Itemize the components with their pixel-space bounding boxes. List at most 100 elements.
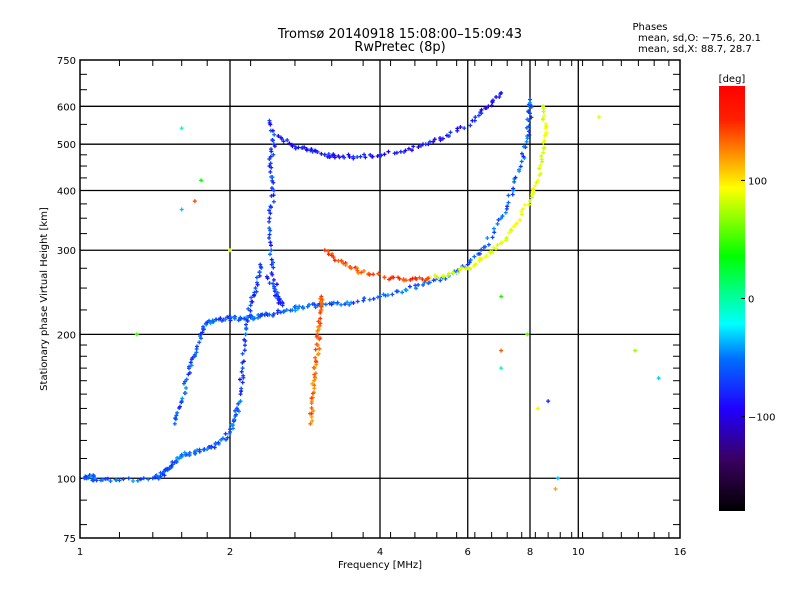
data-point bbox=[126, 476, 131, 481]
data-point bbox=[232, 417, 237, 422]
data-point bbox=[546, 399, 551, 404]
data-point bbox=[411, 144, 416, 149]
data-point bbox=[485, 236, 490, 241]
data-point bbox=[596, 114, 601, 119]
data-point bbox=[443, 276, 448, 281]
data-point bbox=[223, 317, 228, 322]
data-point bbox=[269, 257, 274, 262]
data-point bbox=[394, 150, 399, 155]
data-point bbox=[312, 378, 317, 383]
data-point bbox=[499, 366, 504, 371]
data-point bbox=[162, 473, 167, 478]
data-point bbox=[311, 408, 316, 413]
data-point bbox=[426, 142, 431, 147]
data-point bbox=[331, 152, 336, 157]
data-point bbox=[271, 180, 276, 185]
data-point bbox=[267, 281, 272, 286]
x-tick-label: 16 bbox=[674, 547, 687, 558]
data-point bbox=[232, 408, 237, 413]
data-point bbox=[309, 414, 314, 419]
data-point bbox=[270, 272, 275, 277]
data-point bbox=[150, 476, 155, 481]
data-point bbox=[242, 348, 247, 353]
data-point bbox=[499, 90, 504, 95]
data-point bbox=[525, 332, 530, 337]
data-point bbox=[311, 365, 316, 370]
data-point bbox=[246, 306, 251, 311]
data-point bbox=[268, 122, 273, 127]
data-point bbox=[323, 302, 328, 307]
data-point bbox=[138, 477, 143, 482]
data-point bbox=[315, 149, 320, 154]
data-point bbox=[484, 254, 489, 259]
data-point bbox=[279, 135, 284, 140]
data-point bbox=[187, 364, 192, 369]
data-point bbox=[347, 302, 352, 307]
data-point bbox=[175, 410, 180, 415]
data-point bbox=[339, 258, 344, 263]
data-point bbox=[386, 149, 391, 154]
data-point bbox=[300, 145, 305, 150]
data-point bbox=[228, 248, 232, 253]
y-tick-label: 75 bbox=[63, 534, 76, 545]
data-point bbox=[268, 243, 273, 248]
data-point bbox=[462, 126, 467, 131]
data-point bbox=[517, 218, 522, 223]
data-point bbox=[228, 315, 233, 320]
data-point bbox=[276, 134, 281, 139]
data-point bbox=[362, 296, 367, 301]
data-point bbox=[520, 207, 525, 212]
data-point bbox=[264, 274, 269, 279]
data-point bbox=[459, 265, 464, 270]
data-point bbox=[315, 343, 320, 348]
x-tick-label: 1 bbox=[77, 547, 83, 558]
data-point bbox=[539, 154, 544, 159]
data-point bbox=[497, 95, 502, 100]
plot-frame bbox=[79, 59, 681, 539]
data-point bbox=[553, 486, 558, 491]
data-point bbox=[527, 133, 532, 138]
data-point bbox=[146, 477, 151, 482]
data-point bbox=[245, 319, 250, 324]
data-point bbox=[93, 476, 98, 481]
data-point bbox=[343, 263, 348, 268]
data-point bbox=[306, 302, 311, 307]
data-point bbox=[531, 186, 536, 191]
data-point bbox=[268, 211, 273, 216]
data-point bbox=[94, 478, 99, 483]
data-point bbox=[533, 183, 538, 188]
data-point bbox=[495, 221, 500, 226]
data-point bbox=[267, 226, 272, 231]
data-point bbox=[158, 470, 163, 475]
data-point bbox=[486, 242, 491, 247]
data-point bbox=[406, 146, 411, 151]
data-point bbox=[292, 144, 297, 149]
data-point bbox=[267, 232, 272, 237]
data-point bbox=[510, 192, 515, 197]
x-tick-label: 6 bbox=[465, 547, 471, 558]
data-point bbox=[181, 381, 186, 386]
data-point bbox=[269, 262, 274, 267]
data-point bbox=[445, 273, 450, 278]
data-point bbox=[225, 435, 230, 440]
data-point bbox=[237, 377, 242, 382]
data-point bbox=[315, 352, 320, 357]
data-point bbox=[541, 146, 546, 151]
data-point bbox=[351, 300, 356, 305]
data-point bbox=[141, 476, 146, 481]
data-point bbox=[523, 202, 528, 207]
data-point bbox=[355, 268, 360, 273]
data-point bbox=[451, 271, 456, 276]
data-point bbox=[310, 391, 315, 396]
data-point bbox=[312, 386, 317, 391]
data-point bbox=[491, 245, 496, 250]
data-point bbox=[271, 311, 276, 316]
data-point bbox=[416, 145, 421, 150]
data-point bbox=[326, 249, 331, 254]
y-tick-label: 400 bbox=[57, 186, 76, 197]
data-point bbox=[221, 436, 226, 441]
data-point bbox=[247, 313, 252, 318]
chart-title: Tromsø 20140918 15:08:00–15:09:43 bbox=[277, 27, 523, 42]
data-point bbox=[240, 380, 245, 385]
data-point bbox=[446, 134, 451, 139]
